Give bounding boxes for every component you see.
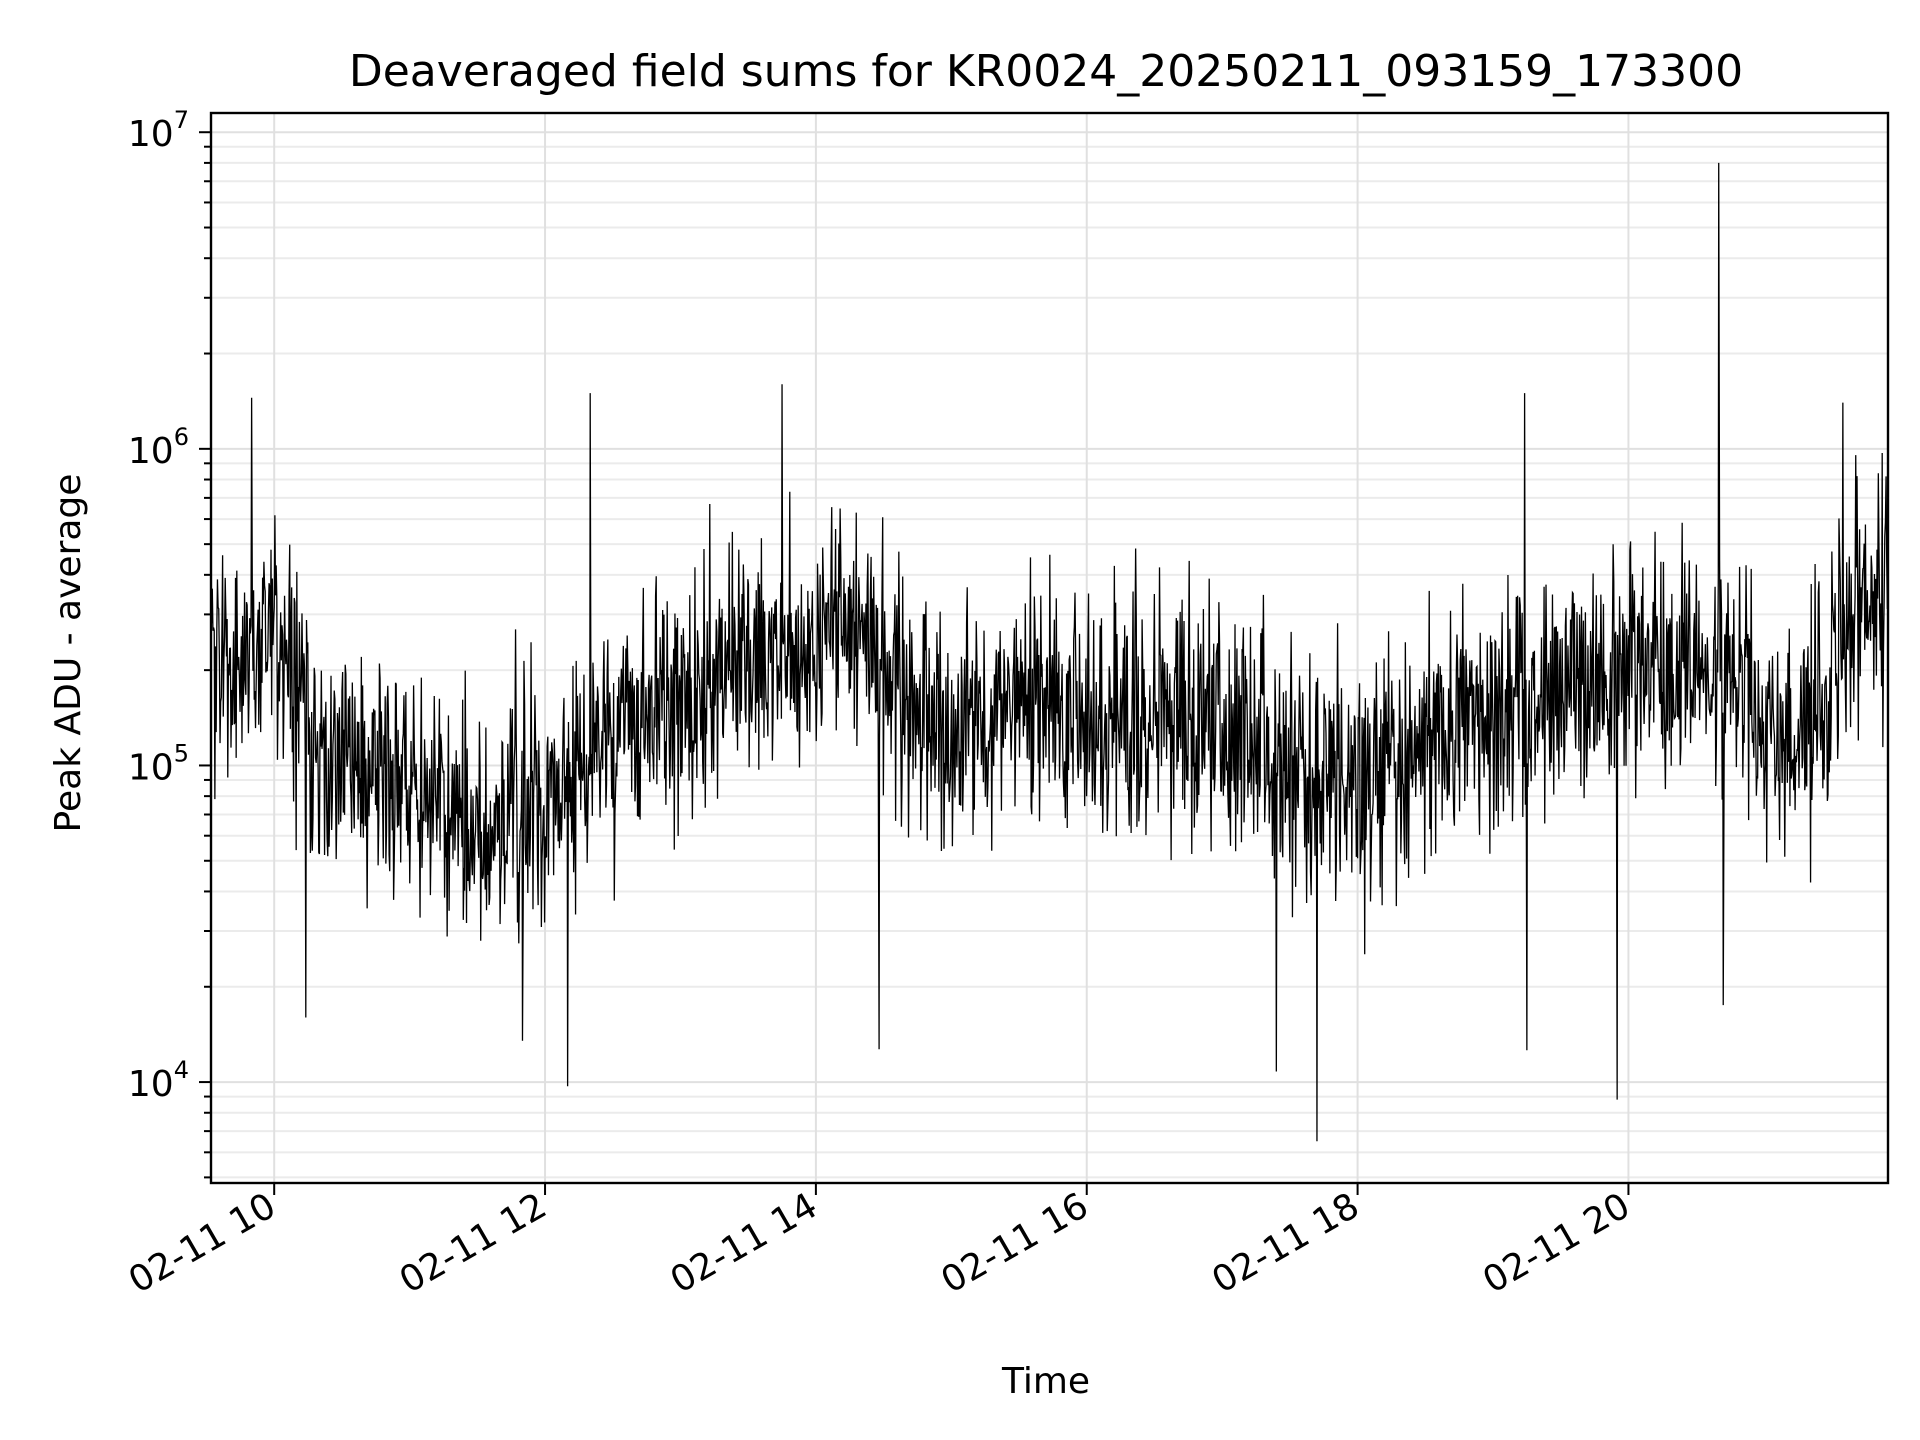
y-tick-label: 105 [128,739,189,788]
ticks [199,131,1630,1195]
y-tick-label: 104 [128,1056,189,1105]
series-line [210,162,1889,1142]
y-tick-label: 107 [128,106,189,155]
y-axis-label: Peak ADU - average [48,474,89,833]
chart-title: Deaveraged field sums for KR0024_2025021… [349,46,1743,97]
series-layer [210,162,1889,1142]
y-tick-label: 106 [128,423,189,472]
plot-frame [209,111,1890,1185]
x-axis-label: Time [1001,1361,1090,1402]
